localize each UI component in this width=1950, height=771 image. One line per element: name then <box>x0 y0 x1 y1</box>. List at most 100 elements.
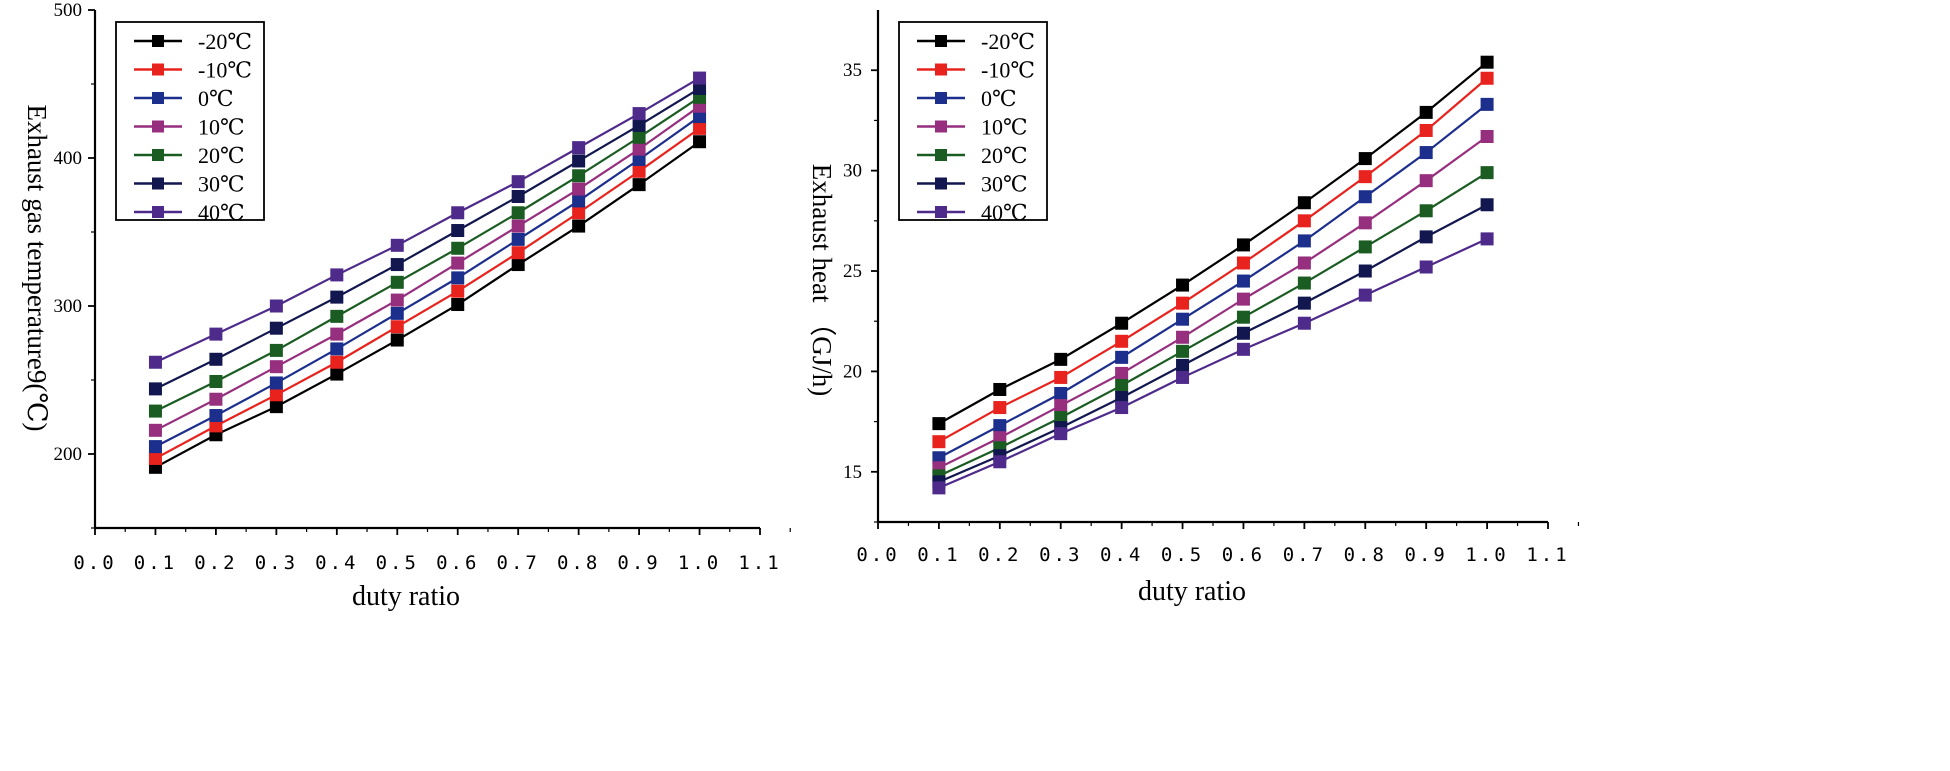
legend-label: 20℃ <box>198 143 245 168</box>
x-tick-label: 0.7 <box>497 552 540 574</box>
data-point <box>148 423 162 437</box>
data-point <box>693 135 707 149</box>
legend-label: 30℃ <box>981 172 1028 197</box>
data-point <box>390 258 404 272</box>
legend-marker <box>935 35 947 47</box>
data-point <box>330 309 344 323</box>
data-point <box>1419 230 1433 244</box>
data-point <box>1358 190 1372 204</box>
series-line <box>938 135 1488 469</box>
data-point <box>1419 204 1433 218</box>
data-point <box>209 409 223 423</box>
legend-marker <box>152 63 164 76</box>
legend-marker <box>935 63 947 76</box>
data-point <box>1236 292 1250 306</box>
data-point <box>1480 71 1494 85</box>
data-point <box>269 360 283 374</box>
data-point <box>1358 152 1372 166</box>
y-axis-title: Exhaust gas temperature9(℃) <box>22 104 52 431</box>
data-point <box>1480 97 1494 111</box>
legend-marker <box>935 206 947 218</box>
data-point <box>1176 344 1190 358</box>
legend-label: -20℃ <box>981 29 1035 54</box>
data-point <box>1358 288 1372 302</box>
series-line <box>154 87 701 390</box>
x-tick-label: 0.1 <box>917 544 960 566</box>
x-tick-label: 0.7 <box>1283 544 1326 566</box>
data-point <box>1419 260 1433 274</box>
data-point <box>511 219 525 233</box>
data-point <box>693 71 707 85</box>
data-point <box>632 130 646 144</box>
x-tick-label: 0.4 <box>315 552 358 574</box>
data-point <box>451 224 465 238</box>
series-line <box>154 96 701 413</box>
data-point <box>148 440 162 454</box>
data-point <box>1297 214 1311 228</box>
data-point <box>511 175 525 189</box>
data-point <box>511 246 525 260</box>
legend-marker <box>935 177 947 190</box>
data-point <box>1358 240 1372 254</box>
x-tick-label: 0.3 <box>255 552 298 574</box>
y-tick-label: 300 <box>54 296 83 317</box>
x-tick-label: 0.5 <box>1161 544 1204 566</box>
data-point <box>1358 264 1372 278</box>
data-point <box>511 206 525 220</box>
y-tick-label: 200 <box>54 444 83 465</box>
legend-marker <box>935 92 947 104</box>
legend-marker <box>935 149 947 161</box>
legend-box <box>898 21 1048 221</box>
data-point <box>632 178 646 192</box>
series-line <box>938 203 1488 483</box>
data-point <box>1176 358 1190 372</box>
data-point <box>1054 352 1068 366</box>
data-point <box>1236 238 1250 252</box>
x-tick-label: 0.8 <box>1344 544 1387 566</box>
data-point <box>993 401 1007 415</box>
x-tick-label: 0.1 <box>134 552 177 574</box>
data-point <box>1358 216 1372 230</box>
data-point <box>632 142 646 156</box>
data-point <box>1358 170 1372 184</box>
legend-marker <box>152 92 164 104</box>
data-point <box>269 321 283 335</box>
x-tick-label: 0.0 <box>856 544 899 566</box>
data-point <box>1115 350 1129 364</box>
y-tick-label: 400 <box>54 148 83 169</box>
x-tick-label: 1.0 <box>678 552 721 574</box>
series-line <box>938 77 1488 443</box>
data-point <box>451 284 465 298</box>
data-point <box>572 154 586 168</box>
legend-label: -10℃ <box>981 58 1035 83</box>
data-point <box>269 376 283 390</box>
data-point <box>209 327 223 341</box>
data-point <box>632 164 646 178</box>
series-line <box>154 140 701 469</box>
data-point <box>572 141 586 155</box>
data-point <box>451 271 465 285</box>
data-point <box>632 107 646 121</box>
legend-label: 40℃ <box>198 200 245 225</box>
series-line <box>154 115 701 448</box>
legend-marker <box>152 35 164 47</box>
data-point <box>1480 55 1494 69</box>
legend-marker <box>935 120 947 133</box>
data-point <box>269 400 283 414</box>
y-tick-label: 35 <box>843 60 862 81</box>
legend-marker <box>152 149 164 161</box>
data-point <box>390 320 404 334</box>
data-point <box>1480 129 1494 143</box>
data-point <box>1480 198 1494 212</box>
data-point <box>932 481 946 495</box>
data-point <box>1115 334 1129 348</box>
data-point <box>148 382 162 396</box>
series-line <box>938 237 1488 489</box>
data-point <box>1480 166 1494 180</box>
data-point <box>1176 370 1190 384</box>
data-point <box>993 419 1007 433</box>
x-tick-label: 0.0 <box>73 552 116 574</box>
data-point <box>511 232 525 246</box>
data-point <box>269 343 283 357</box>
data-point <box>1297 196 1311 210</box>
